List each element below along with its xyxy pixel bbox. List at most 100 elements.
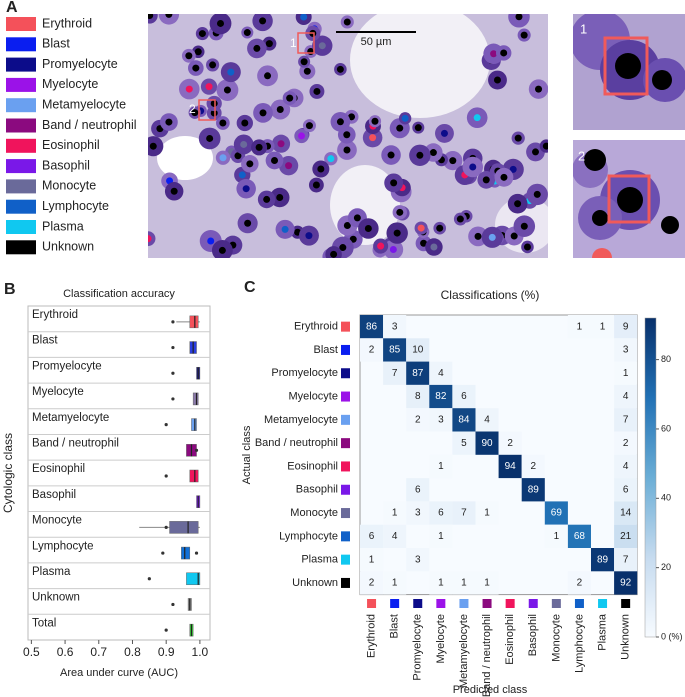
heatmap-cell xyxy=(360,315,384,339)
outlier xyxy=(171,320,175,324)
outlier xyxy=(171,602,175,607)
y-category-label: Blast xyxy=(32,335,58,347)
legend-swatch xyxy=(6,37,36,52)
heatmap-cell xyxy=(591,315,615,339)
heatmap-cell xyxy=(452,384,476,409)
box xyxy=(186,572,201,586)
heatmap-cell xyxy=(567,571,591,595)
cell-marker xyxy=(198,30,206,38)
outlier xyxy=(194,448,199,452)
cell-marker xyxy=(300,14,308,21)
heatmap-cell xyxy=(614,315,638,339)
box xyxy=(189,469,199,483)
cell-label: 14 xyxy=(620,508,632,519)
legend-swatch xyxy=(6,220,36,234)
cell xyxy=(158,14,180,25)
row-label: Metamyelocyte xyxy=(264,414,338,426)
cell-label: 4 xyxy=(438,368,444,379)
cell-marker xyxy=(343,131,351,139)
heatmap-cell xyxy=(383,524,407,548)
box xyxy=(181,546,191,560)
y-category-label: Basophil xyxy=(32,489,76,501)
col-label: Basophil xyxy=(527,614,539,656)
cell-marker xyxy=(148,14,154,20)
heatmap-cell xyxy=(406,361,430,385)
heatmap-cell xyxy=(406,338,430,362)
insets: 1 2 xyxy=(573,14,685,258)
heatmap-cell xyxy=(614,548,638,572)
heatmap-cell xyxy=(360,548,384,572)
row-swatch xyxy=(341,554,350,565)
cell-label: 6 xyxy=(369,531,375,542)
cell-marker xyxy=(414,124,422,132)
cell-marker xyxy=(253,44,261,52)
cell-marker xyxy=(191,109,199,117)
cell-label: 2 xyxy=(623,438,629,449)
cell-marker xyxy=(185,52,193,60)
cell-label: 2 xyxy=(369,578,375,589)
outlier xyxy=(194,551,199,555)
cell-label: 5 xyxy=(461,438,467,449)
legend-swatch xyxy=(6,240,36,255)
y-category-label: Promyelocyte xyxy=(32,360,102,372)
cell-label: 6 xyxy=(415,484,421,495)
cell-marker xyxy=(348,113,356,121)
scale-bar-label: 50 µm xyxy=(361,36,392,48)
heatmap-cell xyxy=(429,571,453,595)
legend-label: Myelocyte xyxy=(42,77,98,91)
legend-swatch xyxy=(6,159,36,174)
cell-marker xyxy=(416,151,424,159)
colorbar-tick-label: 20 xyxy=(661,562,671,572)
heatmap-cell xyxy=(614,338,638,362)
row-label: Blast xyxy=(314,344,338,356)
box xyxy=(169,521,199,534)
colorbar xyxy=(644,317,657,638)
cell-marker xyxy=(389,246,397,254)
heatmap-cell xyxy=(383,338,407,362)
cell-marker xyxy=(223,86,231,94)
row-label: Erythroid xyxy=(294,321,338,333)
heatmap-cell xyxy=(498,431,522,455)
col-label: Monocyte xyxy=(550,614,562,662)
cell-label: 84 xyxy=(458,414,470,425)
cell-marker xyxy=(364,224,372,232)
cell-marker xyxy=(336,65,344,73)
cell-marker xyxy=(474,232,482,240)
heatmap-cell xyxy=(614,571,638,595)
col-label: Band / neutrophil xyxy=(481,614,493,697)
heatmap-cell xyxy=(614,454,638,479)
cell-marker xyxy=(336,118,344,126)
cell-label: 82 xyxy=(435,391,447,402)
cell-marker xyxy=(369,134,377,142)
cell-marker xyxy=(148,235,152,243)
cell-marker xyxy=(420,239,428,247)
cell-marker xyxy=(219,119,227,127)
cell-marker xyxy=(244,219,252,227)
heatmap-cell xyxy=(360,571,384,595)
row-label: Eosinophil xyxy=(287,460,338,472)
row-swatch xyxy=(341,484,350,495)
legend-label: Erythroid xyxy=(42,16,92,30)
cell-marker xyxy=(339,244,347,252)
cell-marker xyxy=(514,200,522,208)
col-swatch xyxy=(413,599,423,608)
heatmap-cell xyxy=(452,501,476,525)
cell-marker xyxy=(216,19,224,27)
col-swatch xyxy=(621,599,631,608)
cell-label: 6 xyxy=(461,391,467,402)
cell-label: 7 xyxy=(392,368,398,379)
cell-marker xyxy=(417,224,425,232)
cell-marker xyxy=(542,142,548,150)
col-label: Metamyelocyte xyxy=(458,614,470,688)
legend-swatch xyxy=(6,199,36,214)
cell-marker xyxy=(303,67,311,75)
cell-label: 1 xyxy=(484,578,490,589)
cell-marker xyxy=(500,49,508,57)
y-category-label: Myelocyte xyxy=(32,386,84,398)
col-swatch xyxy=(482,599,492,608)
cell-marker xyxy=(493,76,501,84)
cell-marker xyxy=(165,14,173,18)
y-category-label: Erythroid xyxy=(32,309,78,321)
cell-marker xyxy=(396,124,404,132)
row-label: Plasma xyxy=(301,554,339,566)
